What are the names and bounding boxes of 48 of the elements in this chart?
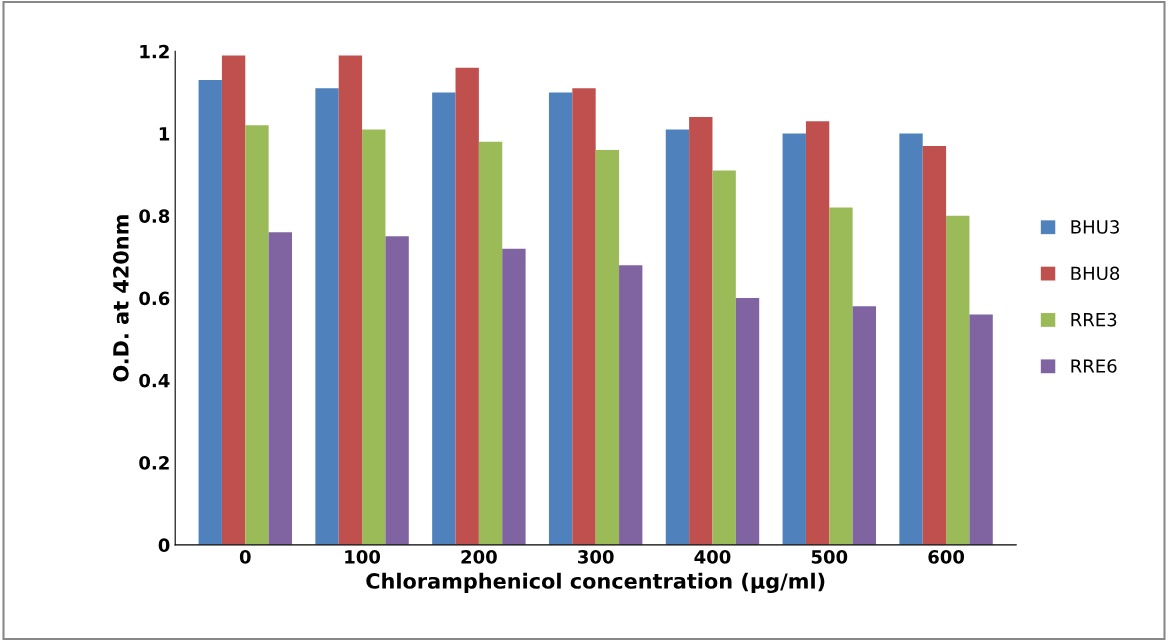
- bar: [969, 314, 993, 545]
- bar: [852, 306, 876, 545]
- y-tick-label: 0: [158, 538, 170, 552]
- x-tick-label: 100: [345, 550, 381, 564]
- bar: [782, 133, 806, 545]
- bar: [665, 129, 690, 545]
- x-tick-label: 500: [811, 550, 848, 564]
- bar: [221, 55, 246, 545]
- y-tick-label: 0.2: [139, 456, 169, 470]
- legend-label: RRE6: [1071, 359, 1117, 373]
- legend-label: RRE3: [1071, 312, 1117, 327]
- x-tick-label: 300: [578, 550, 614, 564]
- bar: [805, 121, 830, 545]
- bar: [899, 133, 923, 545]
- y-tick-label: 0.4: [139, 373, 170, 388]
- bar: [595, 149, 620, 545]
- bar: [712, 170, 736, 545]
- bar: [502, 248, 526, 545]
- bar: [245, 125, 269, 545]
- bar: [922, 145, 947, 545]
- bar: [829, 207, 853, 545]
- y-tick-label: 1: [159, 127, 170, 141]
- y-axis-title: O.D. at 420nm: [113, 215, 129, 382]
- bar: [385, 236, 409, 545]
- x-tick-label: 200: [461, 550, 497, 564]
- bar: [548, 92, 573, 545]
- x-tick-label: 400: [694, 550, 731, 564]
- bar: [432, 92, 456, 545]
- y-tick-label: 0.6: [139, 291, 170, 306]
- legend-label: BHU3: [1071, 220, 1119, 234]
- bar: [338, 55, 363, 545]
- y-tick-label: 0.8: [139, 209, 170, 223]
- bar: [946, 215, 970, 545]
- bar: [198, 80, 222, 545]
- bar: [619, 265, 643, 545]
- bar: [478, 141, 503, 545]
- bar: [689, 117, 713, 545]
- bar: [315, 88, 339, 545]
- y-tick-label: 1.2: [140, 44, 169, 59]
- bar: [572, 88, 596, 545]
- bar: [455, 67, 479, 545]
- x-axis-title: Chloramphenicol concentration (µg/ml): [366, 572, 825, 594]
- legend-label: BHU8: [1071, 266, 1120, 281]
- x-tick-label: 600: [928, 550, 965, 564]
- bar: [362, 129, 386, 545]
- bar: [268, 232, 292, 545]
- x-tick-label: 0: [239, 550, 251, 564]
- bar: [735, 298, 760, 545]
